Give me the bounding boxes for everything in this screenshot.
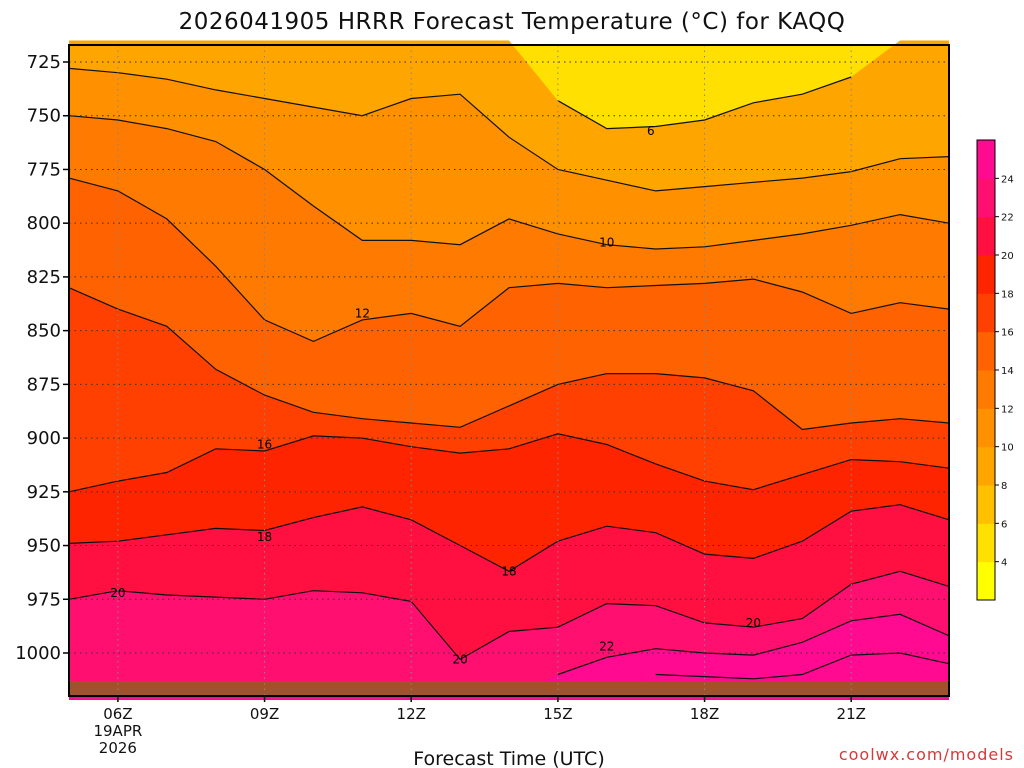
- isotherm-22: [557, 613, 950, 676]
- x-tick-year: 2026: [99, 739, 137, 757]
- contour-label-20-7: 20: [452, 652, 467, 666]
- isotherm-20: [68, 570, 950, 661]
- contour-label-12-2: 12: [355, 306, 370, 320]
- colorbar-label-18: 18: [1001, 289, 1014, 300]
- colorbar-label-6: 6: [1001, 519, 1007, 530]
- colorbar-segment-5: [977, 370, 995, 409]
- contour-labels: 6 10 12 16 18 18 20 20 20 22: [110, 124, 761, 667]
- y-tick-label-850: 850: [27, 321, 61, 342]
- colorbar-segment-1: [977, 523, 995, 563]
- y-tick-label-925: 925: [27, 482, 61, 503]
- plot-area: 6 10 12 16 18 18 20 20 20 22: [68, 40, 950, 701]
- contour-label-10-1: 10: [599, 236, 614, 250]
- plot-frame: [68, 44, 950, 697]
- grid-lines: [69, 45, 949, 696]
- chart-title: 2026041905 HRRR Forecast Temperature (°C…: [179, 9, 846, 35]
- x-axis-label: Forecast Time (UTC): [413, 748, 604, 768]
- colorbar-label-16: 16: [1001, 328, 1014, 339]
- x-tick-label-12Z: 12Z: [397, 705, 426, 723]
- isotherm-18: [68, 504, 950, 572]
- isotherm-12: [68, 177, 950, 343]
- colorbar-label-14: 14: [1001, 366, 1014, 377]
- x-tick-label-09Z: 09Z: [250, 705, 279, 723]
- y-tick-label-825: 825: [27, 267, 61, 288]
- y-tick-label-800: 800: [27, 213, 61, 234]
- x-tick-date: 19APR: [93, 722, 142, 740]
- colorbar-segment-8: [977, 255, 995, 294]
- isotherm-lines: [68, 67, 950, 680]
- colorbar-segment-2: [977, 485, 995, 524]
- contour-label-18-4: 18: [257, 530, 272, 544]
- contour-label-22-9: 22: [599, 640, 614, 654]
- colorbar-segment-6: [977, 331, 995, 371]
- y-tick-label-975: 975: [27, 589, 61, 610]
- colorbar-segment-3: [977, 446, 995, 486]
- contour-label-6-0: 6: [647, 124, 655, 138]
- isotherm-8: [68, 67, 950, 192]
- y-tick-label-750: 750: [27, 106, 61, 127]
- colorbar-segment-7: [977, 293, 995, 333]
- y-tick-label-900: 900: [27, 428, 61, 449]
- colorbar-label-24: 24: [1001, 174, 1014, 185]
- y-axis: 725 750 775 800 825 850 875 900 925 950 975 1000: [15, 52, 69, 664]
- isotherm-16: [68, 433, 950, 493]
- y-tick-label-775: 775: [27, 159, 61, 180]
- y-tick-label-950: 950: [27, 536, 61, 557]
- ground-band: [69, 681, 949, 696]
- colorbar-label-12: 12: [1001, 404, 1014, 415]
- y-tick-label-725: 725: [27, 52, 61, 73]
- site-credit: coolwx.com/models: [839, 745, 1014, 764]
- colorbar: 4 6 8 10 12 14 16 18 20 22 24: [976, 139, 1014, 601]
- contour-label-16-3: 16: [257, 438, 272, 452]
- x-tick-label-06Z: 06Z: [103, 705, 132, 723]
- colorbar-segment-0: [977, 561, 995, 601]
- x-tick-label-18Z: 18Z: [690, 705, 719, 723]
- colorbar-label-20: 20: [1001, 251, 1014, 262]
- colorbar-label-8: 8: [1001, 481, 1007, 492]
- colorbar-label-22: 22: [1001, 213, 1014, 224]
- colorbar-segment-4: [977, 408, 995, 448]
- colorbar-segment-10: [977, 178, 995, 218]
- contour-label-20-8: 20: [746, 616, 761, 630]
- colorbar-label-10: 10: [1001, 443, 1014, 454]
- isotherm-6: [557, 76, 852, 130]
- temperature-fills: [69, 40, 949, 701]
- x-tick-label-15Z: 15Z: [543, 705, 572, 723]
- contour-label-20-6: 20: [110, 586, 125, 600]
- colorbar-segment-9: [977, 216, 995, 256]
- isotherm-14: [68, 287, 950, 431]
- contour-label-18-5: 18: [501, 564, 516, 578]
- colorbar-segment-11: [977, 140, 995, 179]
- x-tick-label-21Z: 21Z: [837, 705, 866, 723]
- y-tick-label-1000: 1000: [15, 643, 61, 664]
- isotherm-10: [68, 115, 950, 250]
- colorbar-label-4: 4: [1001, 558, 1007, 569]
- y-tick-label-875: 875: [27, 374, 61, 395]
